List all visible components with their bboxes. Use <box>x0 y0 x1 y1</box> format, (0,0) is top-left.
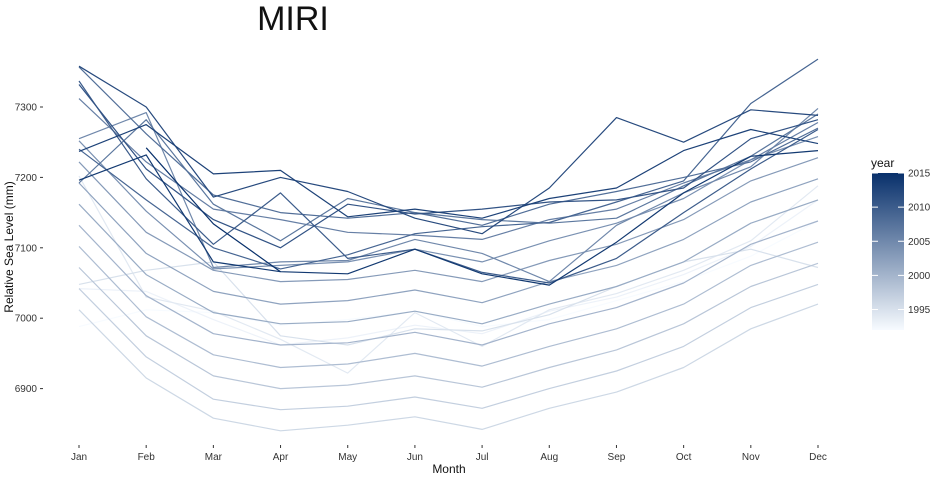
x-tick-label: Dec <box>809 452 827 463</box>
legend-tick-label: 1995 <box>908 305 931 316</box>
series-line-2009 <box>78 58 819 270</box>
series-line-2003 <box>78 157 819 283</box>
series-line-1997 <box>78 283 819 411</box>
series-line-1992 <box>78 220 819 328</box>
y-tick-label: 7000 <box>15 314 38 325</box>
legend-tick-label: 2000 <box>908 271 931 282</box>
x-tick-label: Sep <box>608 452 626 463</box>
x-tick-label: Nov <box>742 452 760 463</box>
series-line-2014 <box>78 150 819 286</box>
series-line-2002 <box>78 178 819 305</box>
legend-tick-label: 2005 <box>908 237 931 248</box>
x-tick-label: May <box>338 452 357 463</box>
y-tick-label: 7100 <box>15 243 38 254</box>
color-legend: year 1995 2000 2005 2010 2015 <box>871 156 931 330</box>
y-axis: 6900 7000 7100 7200 7300 <box>15 103 43 395</box>
legend-tick-label: 2015 <box>908 169 931 180</box>
series-line-2006 <box>78 98 819 240</box>
y-tick-label: 7300 <box>15 103 38 114</box>
plot-area <box>78 58 819 432</box>
y-axis-label: Relative Sea Level (mm) <box>2 181 16 312</box>
legend-title: year <box>871 156 894 170</box>
series-line-1995 <box>78 248 819 346</box>
legend-colorbar <box>872 173 904 330</box>
series-line-2010 <box>78 80 819 284</box>
x-axis-label: Month <box>432 462 465 476</box>
y-tick-label: 7200 <box>15 173 38 184</box>
y-tick-label: 6900 <box>15 384 38 395</box>
series-line-2013 <box>78 124 819 219</box>
series-line-2012 <box>78 65 819 235</box>
legend-tick-label: 2010 <box>908 203 931 214</box>
series-line-2001 <box>78 199 819 325</box>
x-tick-label: Jan <box>71 452 87 463</box>
chart-title: MIRI <box>257 0 329 38</box>
x-tick-label: Mar <box>205 452 223 463</box>
x-tick-label: Jul <box>476 452 489 463</box>
series-line-1996 <box>78 303 819 432</box>
series-line-1998 <box>78 262 819 390</box>
series-line-2007 <box>78 113 819 242</box>
x-axis: Jan Feb Mar Apr May Jun Jul Aug Sep Oct Nov Dec <box>71 445 827 463</box>
series-line-2015 <box>145 147 281 273</box>
x-tick-label: Jun <box>407 452 423 463</box>
x-tick-label: Aug <box>540 452 558 463</box>
x-tick-label: Apr <box>273 452 289 463</box>
series-line-2005 <box>78 107 819 283</box>
series-line-1999 <box>78 241 819 369</box>
series-line-2008 <box>78 66 819 226</box>
x-tick-label: Oct <box>676 452 692 463</box>
series-line-2004 <box>78 136 819 270</box>
series-line-2000 <box>78 220 819 346</box>
x-tick-label: Feb <box>138 452 156 463</box>
